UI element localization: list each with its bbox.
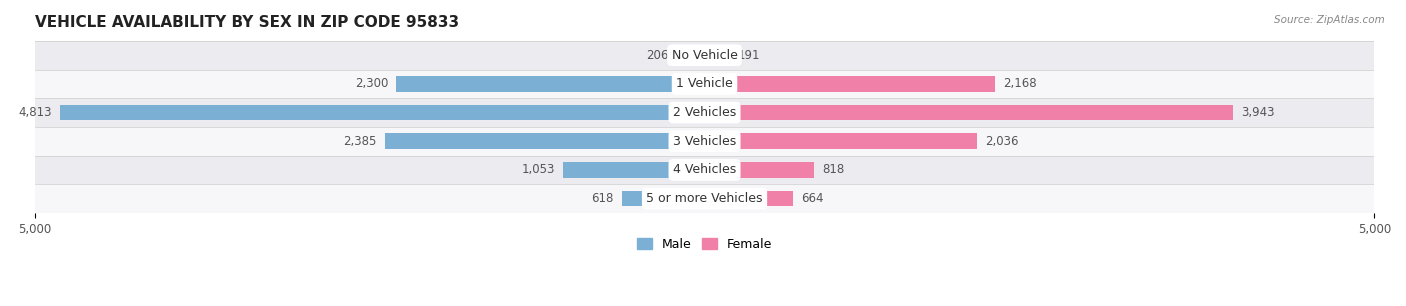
- Text: 2,385: 2,385: [343, 135, 377, 148]
- Text: 2 Vehicles: 2 Vehicles: [673, 106, 737, 119]
- Text: 618: 618: [592, 192, 613, 205]
- Bar: [396, 76, 704, 92]
- Text: 3 Vehicles: 3 Vehicles: [673, 135, 737, 148]
- Text: 5 or more Vehicles: 5 or more Vehicles: [647, 192, 763, 205]
- Bar: [385, 133, 704, 149]
- Bar: [35, 184, 1375, 213]
- Bar: [59, 105, 704, 121]
- Legend: Male, Female: Male, Female: [633, 234, 776, 255]
- Text: VEHICLE AVAILABILITY BY SEX IN ZIP CODE 95833: VEHICLE AVAILABILITY BY SEX IN ZIP CODE …: [35, 15, 458, 30]
- Text: 2,036: 2,036: [986, 135, 1019, 148]
- Text: 1 Vehicle: 1 Vehicle: [676, 77, 733, 90]
- Bar: [704, 105, 1233, 121]
- Bar: [676, 47, 704, 63]
- Text: 4 Vehicles: 4 Vehicles: [673, 163, 737, 177]
- Bar: [704, 133, 977, 149]
- Text: 3,943: 3,943: [1241, 106, 1274, 119]
- Bar: [704, 76, 995, 92]
- Text: Source: ZipAtlas.com: Source: ZipAtlas.com: [1274, 15, 1385, 25]
- Text: 191: 191: [738, 49, 761, 62]
- Bar: [704, 47, 730, 63]
- Bar: [35, 41, 1375, 69]
- Bar: [35, 155, 1375, 184]
- Text: 4,813: 4,813: [18, 106, 52, 119]
- Bar: [35, 127, 1375, 155]
- Bar: [621, 191, 704, 207]
- Text: 2,300: 2,300: [354, 77, 388, 90]
- Text: 1,053: 1,053: [522, 163, 555, 177]
- Text: 2,168: 2,168: [1002, 77, 1036, 90]
- Bar: [704, 162, 814, 178]
- Bar: [564, 162, 704, 178]
- Bar: [704, 191, 793, 207]
- Text: No Vehicle: No Vehicle: [672, 49, 738, 62]
- Text: 206: 206: [647, 49, 669, 62]
- Bar: [35, 98, 1375, 127]
- Text: 664: 664: [801, 192, 824, 205]
- Bar: [35, 69, 1375, 98]
- Text: 818: 818: [823, 163, 845, 177]
